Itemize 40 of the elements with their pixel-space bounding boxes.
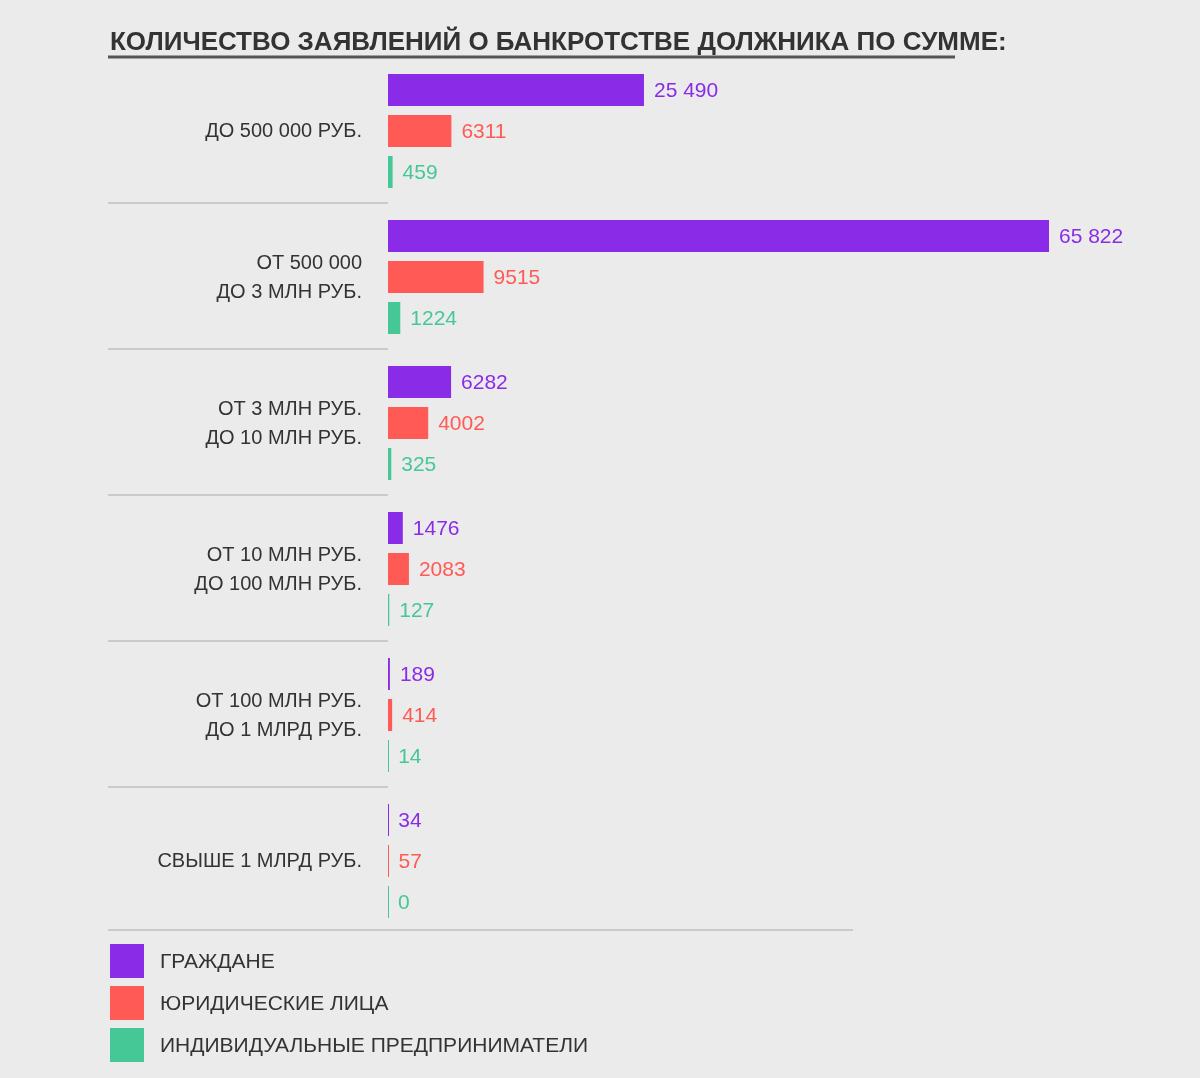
data-label: 1476 bbox=[412, 516, 460, 540]
bar bbox=[388, 407, 429, 439]
bar bbox=[388, 553, 409, 585]
data-label: 459 bbox=[402, 160, 438, 184]
data-label: 65 822 bbox=[1059, 224, 1124, 248]
y-tick-label: ОТ 100 МЛН РУБ. ДО 1 МЛРД РУБ. bbox=[195, 688, 362, 740]
y-tick-label: ОТ 10 МЛН РУБ. ДО 100 МЛН РУБ. bbox=[194, 542, 362, 594]
data-label: 414 bbox=[402, 703, 438, 727]
bar bbox=[388, 366, 452, 398]
data-label: 325 bbox=[401, 452, 437, 476]
data-label: 0 bbox=[398, 890, 410, 914]
y-tick-label: ДО 500 000 РУБ. bbox=[205, 119, 362, 141]
bar bbox=[388, 115, 452, 147]
y-tick-label: СВЫШЕ 1 МЛРД РУБ. bbox=[157, 849, 362, 871]
data-label: 4002 bbox=[438, 411, 485, 435]
data-label: 127 bbox=[399, 598, 435, 622]
legend-label: ЮРИДИЧЕСКИЕ ЛИЦА bbox=[160, 991, 389, 1015]
bar bbox=[388, 220, 1049, 252]
data-label: 14 bbox=[398, 744, 422, 768]
data-label: 1224 bbox=[410, 306, 458, 330]
bar bbox=[388, 156, 393, 188]
legend-label: ИНДИВИДУАЛЬНЫЕ ПРЕДПРИНИМАТЕЛИ bbox=[160, 1033, 589, 1057]
bar bbox=[388, 261, 484, 293]
y-tick-label: ОТ 3 МЛН РУБ. ДО 10 МЛН РУБ. bbox=[205, 396, 362, 448]
data-label: 189 bbox=[399, 662, 435, 686]
bar bbox=[388, 699, 393, 731]
data-label: 9515 bbox=[493, 265, 541, 289]
data-label: 34 bbox=[398, 808, 423, 832]
data-label: 2083 bbox=[418, 557, 466, 581]
bar bbox=[388, 512, 403, 544]
data-label: 57 bbox=[398, 849, 422, 873]
legend-label: ГРАЖДАНЕ bbox=[160, 949, 275, 973]
data-label: 25 490 bbox=[653, 78, 719, 102]
bar bbox=[388, 74, 644, 106]
y-tick-label: ОТ 500 000 ДО 3 МЛН РУБ. bbox=[216, 250, 362, 302]
bar bbox=[388, 448, 392, 480]
chart-title: КОЛИЧЕСТВО ЗАЯВЛЕНИЙ О БАНКРОТСТВЕ ДОЛЖНИКА ПО СУММЕ: bbox=[110, 26, 1007, 56]
bar bbox=[388, 302, 401, 334]
data-label: 6282 bbox=[461, 370, 508, 394]
data-label: 6311 bbox=[461, 119, 507, 143]
